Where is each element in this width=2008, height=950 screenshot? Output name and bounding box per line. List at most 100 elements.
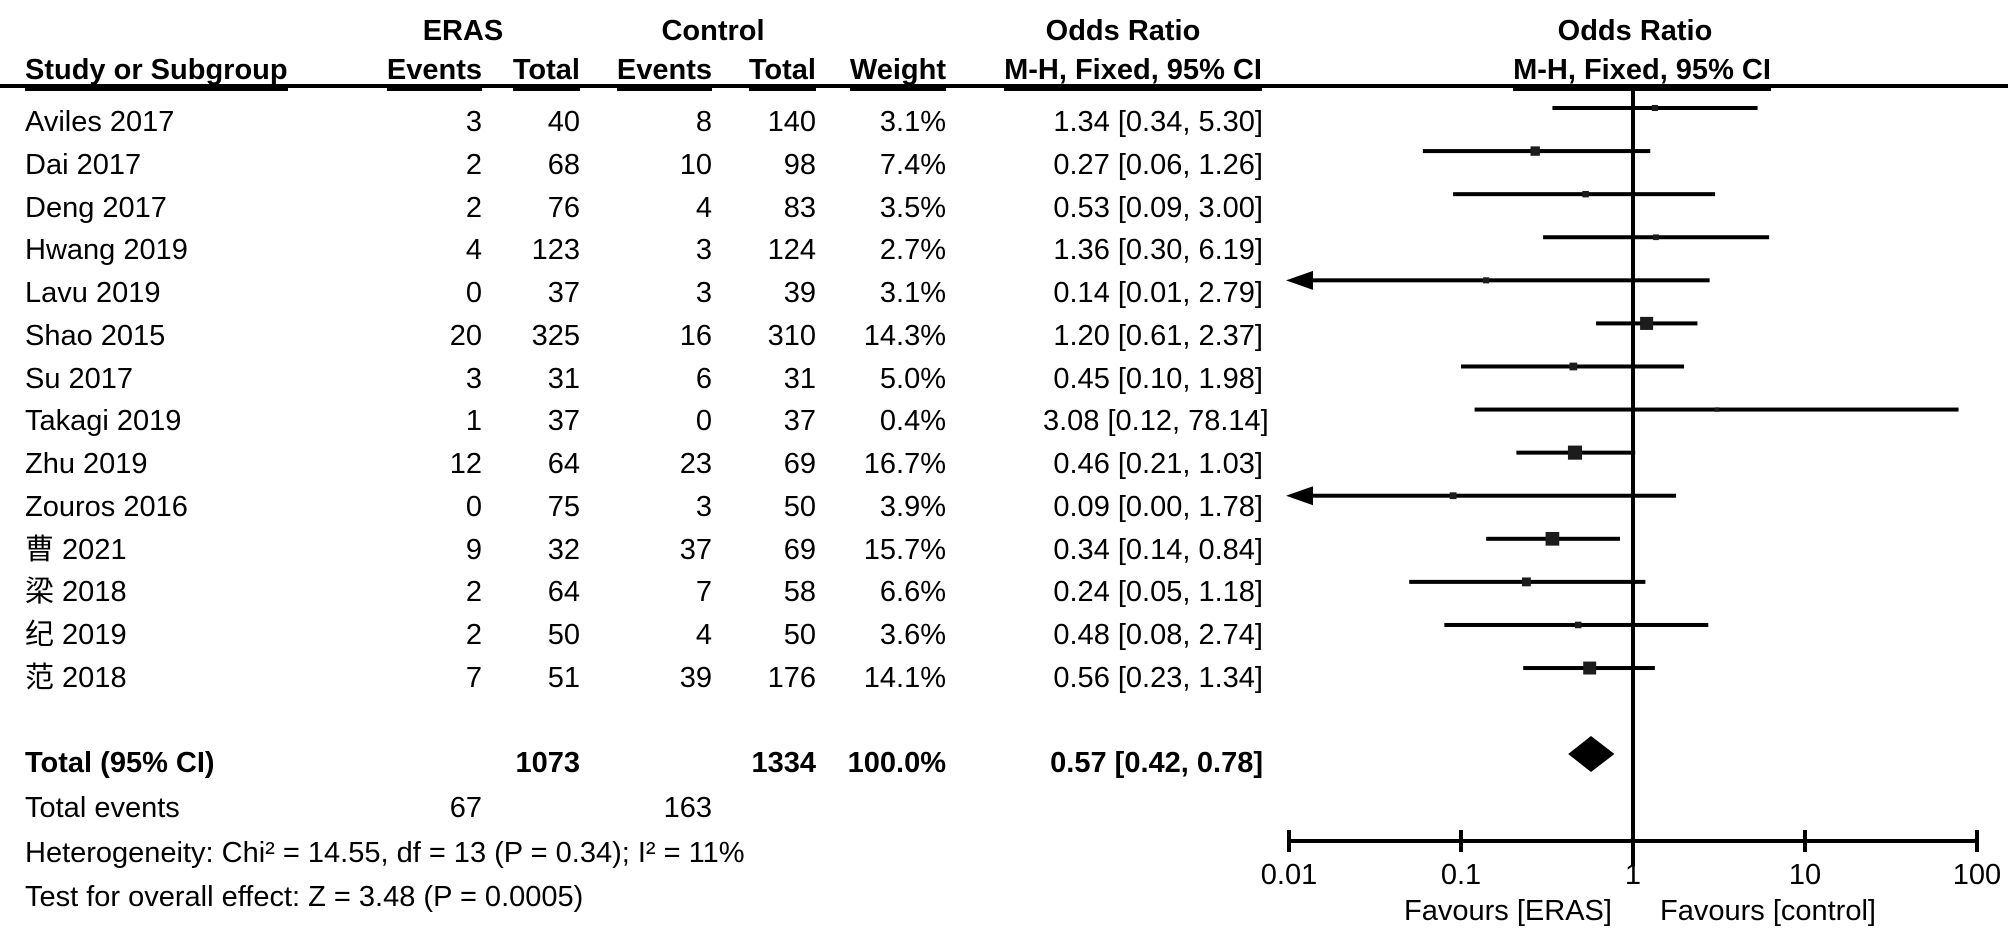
or-ci-label: 0.53 [0.09, 3.00] xyxy=(1053,192,1263,224)
effect-square xyxy=(1653,234,1659,241)
effect-square xyxy=(1567,445,1583,460)
total-events-label: Total events xyxy=(25,792,180,824)
heterogeneity-stats: Heterogeneity: Chi² = 14.55, df = 13 (P … xyxy=(25,837,745,869)
eras-total: 50 xyxy=(547,619,580,651)
weight: 15.7% xyxy=(863,534,946,566)
effect-header-text-column: Odds Ratio xyxy=(1045,15,1201,47)
eras-events: 1 xyxy=(465,405,482,437)
eras-total: 32 xyxy=(547,534,580,566)
x-axis-tick-label: 0.1 xyxy=(1441,859,1481,891)
control-total: 310 xyxy=(767,320,816,352)
or-ci-label: 0.45 [0.10, 1.98] xyxy=(1053,363,1263,395)
x-axis-tick xyxy=(1459,830,1463,852)
ci-arrow-left xyxy=(1286,486,1313,506)
eras-events: 2 xyxy=(465,619,482,651)
eras-total: 123 xyxy=(531,234,580,266)
effect-square xyxy=(1483,277,1490,284)
effect-square xyxy=(1449,492,1457,500)
effect-square xyxy=(1530,146,1540,156)
or-ci-label: 1.36 [0.30, 6.19] xyxy=(1053,234,1263,266)
column-header-control-events: Events xyxy=(532,53,712,91)
study-name: Zhu 2019 xyxy=(25,448,148,480)
weight: 5.0% xyxy=(879,363,946,395)
eras-events: 2 xyxy=(465,576,482,608)
control-total: 58 xyxy=(783,576,816,608)
or-ci-label: 0.09 [0.00, 1.78] xyxy=(1053,491,1263,523)
eras-events: 3 xyxy=(465,106,482,138)
control-events: 23 xyxy=(679,448,712,480)
control-total: 50 xyxy=(783,619,816,651)
ci-arrow-left xyxy=(1286,270,1313,290)
study-name: Shao 2015 xyxy=(25,320,166,352)
column-header-control-total: Total xyxy=(636,53,816,91)
eras-total: 51 xyxy=(547,662,580,694)
effect-square xyxy=(1651,104,1658,112)
column-header-study: Study or Subgroup xyxy=(25,53,288,91)
eras-events: 12 xyxy=(449,448,482,480)
x-axis-tick xyxy=(1803,830,1807,852)
or-ci-label: 3.08 [0.12, 78.14] xyxy=(1043,405,1269,437)
weight: 14.1% xyxy=(863,662,946,694)
or-ci-label: 0.48 [0.08, 2.74] xyxy=(1053,619,1263,651)
study-name: 范 2018 xyxy=(25,662,127,694)
effect-square xyxy=(1521,577,1531,587)
eras-total: 68 xyxy=(547,149,580,181)
x-axis-tick-label: 0.01 xyxy=(1261,859,1317,891)
weight: 3.1% xyxy=(879,277,946,309)
total-row-label: Total (95% CI) xyxy=(25,747,215,779)
control-events: 6 xyxy=(695,363,712,395)
ci-line xyxy=(1300,493,1677,498)
or-ci-label: 0.46 [0.21, 1.03] xyxy=(1053,448,1263,480)
no-effect-line xyxy=(1631,88,1635,866)
eras-events: 7 xyxy=(465,662,482,694)
axis-label-favours-eras: Favours [ERAS] xyxy=(1404,895,1612,927)
effect-square xyxy=(1569,362,1578,371)
total-events-eras: 67 xyxy=(449,792,482,824)
column-header-method-plot-column: M-H, Fixed, 95% CI xyxy=(1482,53,1802,91)
total-eras-total: 1073 xyxy=(515,747,580,779)
effect-square xyxy=(1640,316,1654,330)
study-name: Lavu 2019 xyxy=(25,277,161,309)
overall-effect-stats: Test for overall effect: Z = 3.48 (P = 0… xyxy=(25,881,584,913)
or-ci-label: 1.20 [0.61, 2.37] xyxy=(1053,320,1263,352)
control-events: 37 xyxy=(679,534,712,566)
eras-total: 37 xyxy=(547,277,580,309)
study-name: 梁 2018 xyxy=(25,576,127,608)
study-name: Dai 2017 xyxy=(25,149,142,181)
effect-square xyxy=(1583,661,1597,675)
weight: 0.4% xyxy=(879,405,946,437)
column-header-method-text-column: M-H, Fixed, 95% CI xyxy=(978,53,1288,91)
control-events: 7 xyxy=(695,576,712,608)
control-total: 140 xyxy=(767,106,816,138)
weight: 3.6% xyxy=(879,619,946,651)
control-events: 0 xyxy=(695,405,712,437)
study-name: Su 2017 xyxy=(25,363,134,395)
column-header-weight: Weight xyxy=(766,53,946,91)
axis-label-favours-control: Favours [control] xyxy=(1660,895,1876,927)
control-events: 3 xyxy=(695,277,712,309)
control-total: 69 xyxy=(783,448,816,480)
control-events: 10 xyxy=(679,149,712,181)
eras-total: 37 xyxy=(547,405,580,437)
control-events: 3 xyxy=(695,234,712,266)
eras-total: 40 xyxy=(547,106,580,138)
column-header-eras-total: Total xyxy=(400,53,580,91)
control-total: 50 xyxy=(783,491,816,523)
x-axis-tick-label: 10 xyxy=(1789,859,1821,891)
weight: 6.6% xyxy=(879,576,946,608)
eras-events: 3 xyxy=(465,363,482,395)
group-header-eras: ERAS xyxy=(422,15,504,47)
eras-events: 9 xyxy=(465,534,482,566)
study-name: Takagi 2019 xyxy=(25,405,182,437)
eras-total: 75 xyxy=(547,491,580,523)
control-events: 4 xyxy=(695,192,712,224)
or-ci-label: 0.56 [0.23, 1.34] xyxy=(1053,662,1263,694)
weight: 7.4% xyxy=(879,149,946,181)
total-weight: 100.0% xyxy=(847,747,946,779)
study-name: Aviles 2017 xyxy=(25,106,175,138)
x-axis-tick xyxy=(1287,830,1291,852)
control-events: 16 xyxy=(679,320,712,352)
or-ci-label: 0.34 [0.14, 0.84] xyxy=(1053,534,1263,566)
group-header-control: Control xyxy=(661,15,765,47)
